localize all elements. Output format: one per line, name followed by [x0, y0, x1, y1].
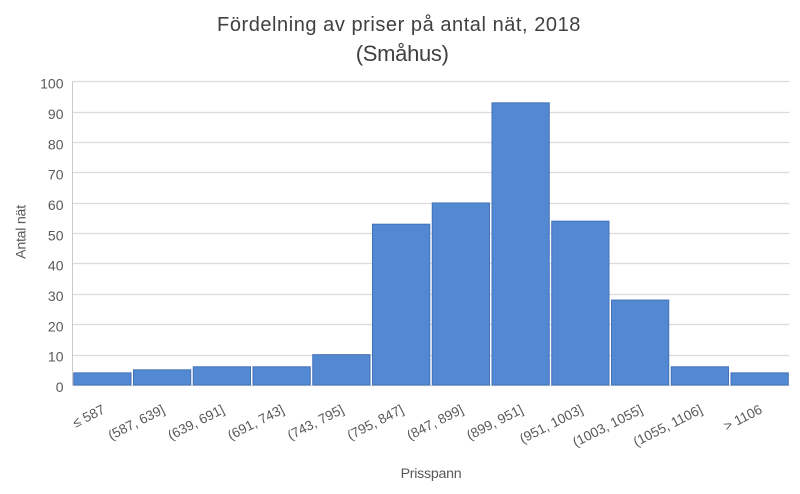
svg-text:10: 10 — [48, 349, 64, 365]
svg-text:90: 90 — [48, 106, 64, 122]
svg-text:Antal nät: Antal nät — [14, 205, 30, 259]
svg-text:40: 40 — [48, 258, 64, 274]
svg-text:(Småhus): (Småhus) — [356, 41, 449, 66]
svg-text:60: 60 — [48, 197, 64, 213]
svg-text:20: 20 — [48, 318, 64, 334]
svg-text:50: 50 — [48, 227, 64, 243]
svg-text:80: 80 — [48, 136, 64, 152]
svg-text:Fördelning av priser på antal: Fördelning av priser på antal nät, 2018 — [217, 14, 581, 36]
svg-text:100: 100 — [40, 76, 64, 92]
svg-text:30: 30 — [48, 288, 64, 304]
svg-text:70: 70 — [48, 167, 64, 183]
svg-text:Prisspann: Prisspann — [401, 466, 462, 482]
svg-text:0: 0 — [56, 379, 64, 395]
